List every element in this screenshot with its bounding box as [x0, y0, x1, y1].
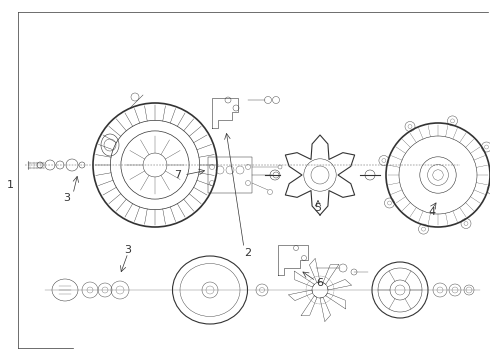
Text: 6: 6 — [317, 278, 323, 288]
Text: 1: 1 — [6, 180, 14, 190]
Text: 7: 7 — [174, 170, 182, 180]
Text: 3: 3 — [64, 193, 71, 203]
Text: 2: 2 — [245, 248, 251, 258]
Text: 5: 5 — [315, 203, 321, 213]
Text: 4: 4 — [428, 207, 436, 217]
Text: 3: 3 — [124, 245, 131, 255]
